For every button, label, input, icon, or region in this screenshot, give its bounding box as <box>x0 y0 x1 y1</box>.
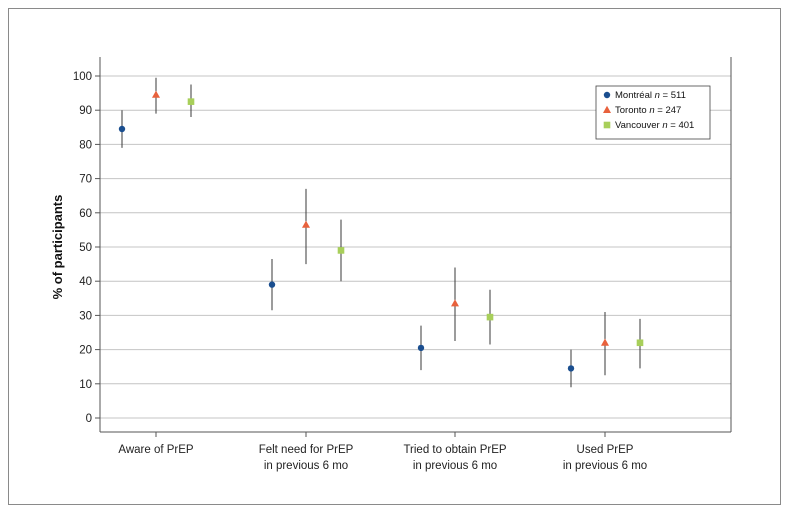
data-point-triangle <box>152 90 160 98</box>
legend-marker-circle <box>603 91 611 99</box>
y-ticks: 0 10 20 30 40 50 60 70 80 90 100 <box>73 71 100 425</box>
data-point-circle <box>417 344 425 352</box>
y-axis-label: % of participants <box>50 195 65 300</box>
data-point-square <box>636 339 644 347</box>
y-tick-label: 90 <box>79 105 92 117</box>
figure-frame <box>8 8 781 505</box>
y-tick-label: 100 <box>73 71 92 83</box>
y-tick-label: 0 <box>86 413 92 425</box>
data-point-triangle <box>451 299 459 307</box>
y-tick-label: 80 <box>79 139 92 151</box>
y-tick-label: 50 <box>79 242 92 254</box>
x-tick-label: Felt need for PrEP <box>259 444 354 456</box>
data-point-circle <box>268 281 276 288</box>
y-tick-label: 60 <box>79 208 92 220</box>
data-marks <box>118 77 644 388</box>
y-tick-label: 10 <box>79 379 92 391</box>
legend-label: Montréal n = 511 <box>615 90 686 101</box>
data-point-square <box>337 247 345 254</box>
legend-marker-square <box>603 121 611 129</box>
y-tick-label: 70 <box>79 174 92 186</box>
y-tick-label: 40 <box>79 276 92 288</box>
x-tick-label: in previous 6 mo <box>264 460 348 472</box>
data-point-circle <box>567 365 575 372</box>
x-tick-label: in previous 6 mo <box>413 460 497 472</box>
data-point-triangle <box>601 338 609 346</box>
x-ticks: Aware of PrEP Felt need for PrEP in previo… <box>118 432 647 472</box>
data-point-circle <box>118 125 126 133</box>
x-tick-label: Tried to obtain PrEP <box>403 444 506 456</box>
legend-label: Toronto n = 247 <box>615 105 681 116</box>
legend-box <box>595 85 711 140</box>
data-point-square <box>187 98 195 105</box>
x-tick-label: Aware of PrEP <box>118 444 194 456</box>
data-point-triangle <box>302 220 310 228</box>
data-point-square <box>486 313 494 321</box>
legend-marker-triangle <box>603 105 611 113</box>
x-tick-label: in previous 6 mo <box>563 460 647 472</box>
x-tick-label: Used PrEP <box>577 444 634 456</box>
y-tick-label: 20 <box>79 345 92 357</box>
legend: Montréal n = 511 Toronto n = 247 Vancouver… <box>595 85 711 140</box>
legend-label: Vancouver n = 401 <box>615 120 694 131</box>
y-tick-label: 30 <box>79 310 92 322</box>
